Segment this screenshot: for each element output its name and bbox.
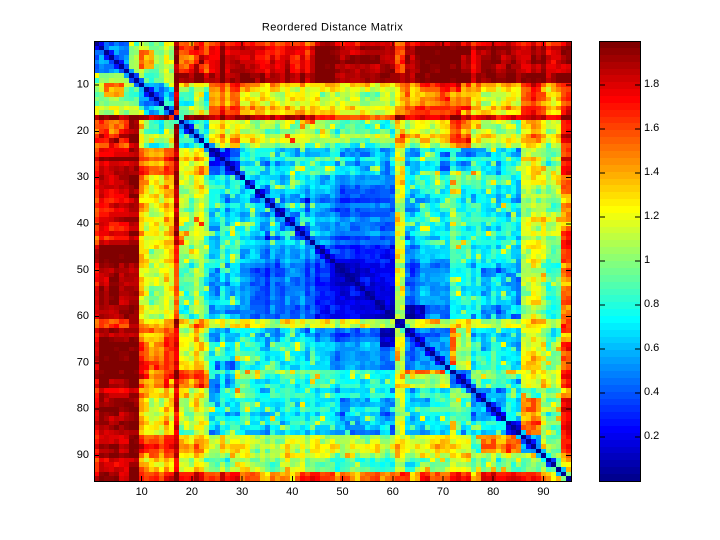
svg-text:90: 90 — [537, 486, 549, 498]
svg-text:0.4: 0.4 — [644, 386, 659, 398]
svg-text:0.6: 0.6 — [644, 342, 659, 354]
svg-text:50: 50 — [336, 486, 348, 498]
svg-text:60: 60 — [387, 486, 399, 498]
svg-text:1: 1 — [644, 254, 650, 266]
svg-text:20: 20 — [186, 486, 198, 498]
svg-text:40: 40 — [286, 486, 298, 498]
svg-text:50: 50 — [77, 264, 89, 276]
svg-text:30: 30 — [236, 486, 248, 498]
svg-text:20: 20 — [77, 125, 89, 137]
svg-text:90: 90 — [77, 449, 89, 461]
svg-text:80: 80 — [77, 403, 89, 415]
svg-text:60: 60 — [77, 310, 89, 322]
svg-text:70: 70 — [77, 356, 89, 368]
svg-text:0.2: 0.2 — [644, 430, 659, 442]
svg-text:30: 30 — [77, 171, 89, 183]
svg-text:40: 40 — [77, 217, 89, 229]
svg-text:10: 10 — [136, 486, 148, 498]
svg-text:1.6: 1.6 — [644, 122, 659, 134]
svg-text:1.8: 1.8 — [644, 78, 659, 90]
svg-text:70: 70 — [437, 486, 449, 498]
svg-text:0.8: 0.8 — [644, 298, 659, 310]
svg-text:Reordered Distance Matrix: Reordered Distance Matrix — [262, 22, 403, 34]
svg-text:80: 80 — [487, 486, 499, 498]
svg-text:1.4: 1.4 — [644, 166, 659, 178]
svg-text:10: 10 — [77, 79, 89, 91]
svg-text:1.2: 1.2 — [644, 210, 659, 222]
